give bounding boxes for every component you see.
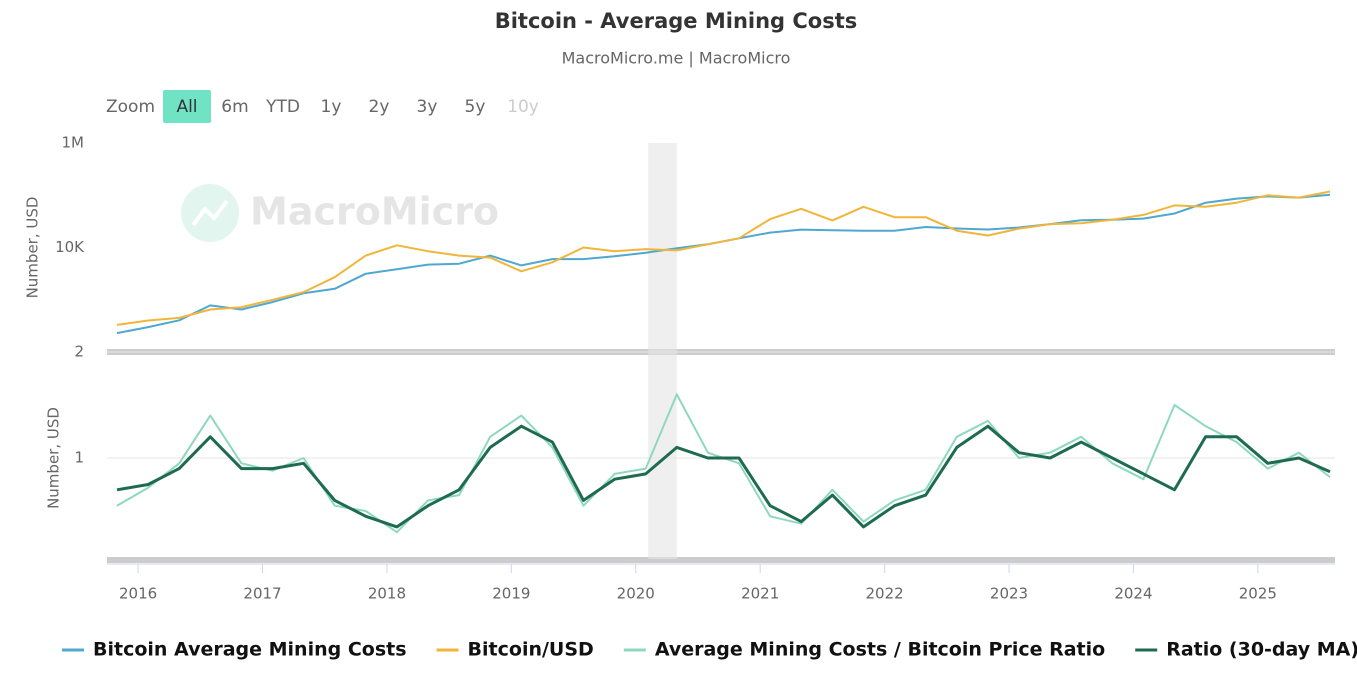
legend-label[interactable]: Bitcoin/USD: [468, 639, 594, 661]
series-line: [116, 190, 1331, 326]
y-axis-title: Number, USD: [45, 407, 63, 509]
watermark-text: MacroMicro: [250, 190, 499, 234]
zoom-button-bg[interactable]: [163, 90, 211, 123]
legend-label[interactable]: Bitcoin Average Mining Costs: [93, 639, 407, 661]
y-tick-label: 1: [74, 449, 84, 467]
y-tick-label: 2: [74, 343, 84, 361]
y-tick-label: 10K: [55, 238, 85, 256]
zoom-button[interactable]: 3y: [417, 97, 438, 117]
x-tick-label: 2020: [617, 585, 655, 603]
zoom-button[interactable]: YTD: [265, 97, 300, 117]
x-tick-label: 2024: [1114, 585, 1152, 603]
zoom-button[interactable]: 1y: [321, 97, 342, 117]
chart-subtitle: MacroMicro.me | MacroMicro: [562, 49, 791, 68]
y-tick-label: 1M: [62, 134, 85, 152]
watermark-icon: [181, 184, 239, 242]
x-tick-label: 2022: [866, 585, 904, 603]
legend-label[interactable]: Ratio (30-day MA): [1166, 639, 1357, 661]
x-tick-label: 2021: [741, 585, 779, 603]
zoom-button[interactable]: 6m: [221, 97, 248, 117]
zoom-button[interactable]: All: [176, 97, 197, 117]
series-line: [116, 424, 1331, 529]
chart-title: Bitcoin - Average Mining Costs: [495, 9, 858, 33]
panel-divider: [107, 557, 1335, 563]
zoom-button[interactable]: 5y: [465, 97, 486, 117]
y-axis-title: Number, USD: [24, 197, 42, 299]
x-tick-label: 2025: [1239, 585, 1277, 603]
x-tick-label: 2017: [243, 585, 281, 603]
shaded-range: [648, 143, 677, 559]
x-tick-label: 2016: [119, 585, 157, 603]
zoom-button[interactable]: 2y: [369, 97, 390, 117]
watermark-icon-line: [191, 199, 229, 227]
zoom-button[interactable]: 10y: [507, 97, 539, 117]
x-tick-label: 2018: [368, 585, 406, 603]
x-tick-label: 2019: [492, 585, 530, 603]
legend-label[interactable]: Average Mining Costs / Bitcoin Price Rat…: [655, 639, 1105, 661]
zoom-label: Zoom: [106, 97, 155, 117]
x-tick-label: 2023: [990, 585, 1028, 603]
watermark: MacroMicro: [181, 184, 499, 242]
